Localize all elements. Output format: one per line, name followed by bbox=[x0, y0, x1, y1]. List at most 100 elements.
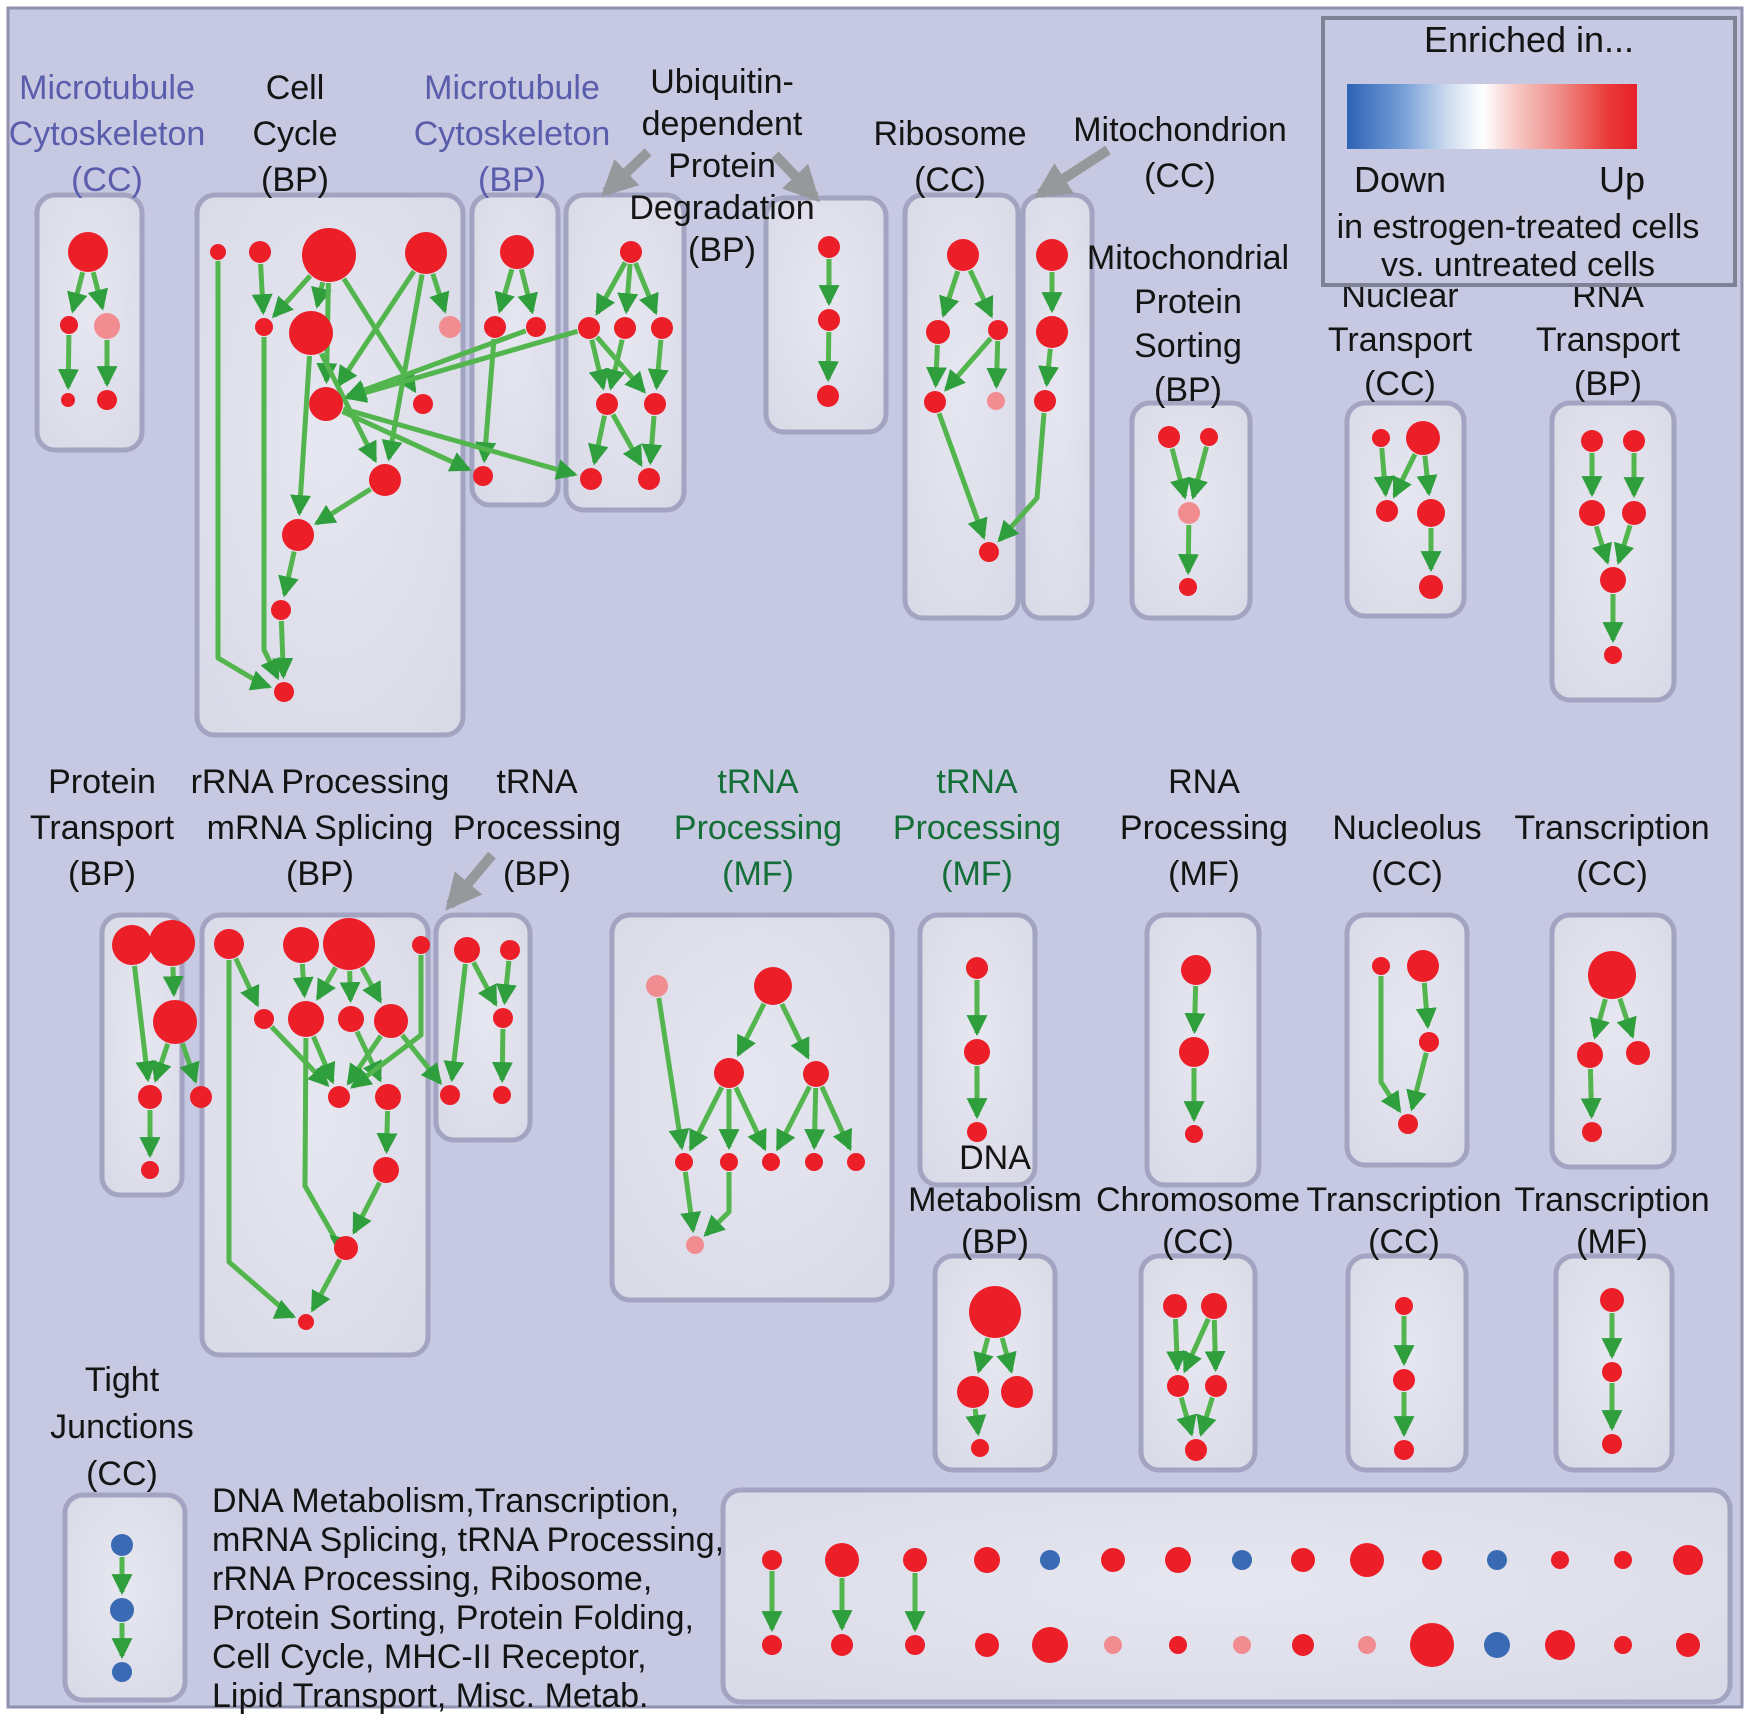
edge-trnamf1-5 bbox=[775, 1085, 812, 1152]
edge-nucl-1 bbox=[1406, 1052, 1429, 1112]
node-misc-t3 bbox=[903, 1548, 927, 1572]
node-misc-b4 bbox=[975, 1633, 999, 1657]
node-chrom-tL bbox=[1163, 1294, 1187, 1318]
cluster-label-line: Junctions bbox=[50, 1408, 194, 1446]
edges bbox=[57, 259, 1645, 1660]
node-txcc1-top bbox=[1588, 951, 1636, 999]
legend-title: Enriched in... bbox=[1424, 19, 1634, 60]
edge-ribo-3 bbox=[944, 336, 993, 392]
bottom-text-line-4: Cell Cycle, MHC-II Receptor, bbox=[212, 1638, 647, 1676]
cluster-label-dnam: DNA Metabolism (BP) bbox=[908, 1139, 1082, 1261]
edge-mtbp-1 bbox=[517, 268, 538, 315]
node-pt-lowL bbox=[138, 1085, 162, 1109]
legend-box bbox=[1321, 16, 1737, 287]
node-ub2-b bbox=[818, 309, 840, 331]
cluster-box-nt bbox=[1344, 400, 1467, 619]
node-misc-b9 bbox=[1292, 1634, 1314, 1656]
cross-edge-2 bbox=[344, 328, 527, 400]
edge-nucl-0 bbox=[1415, 982, 1437, 1030]
node-misc-t11 bbox=[1422, 1550, 1442, 1570]
node-rrna-n11 bbox=[375, 1084, 401, 1110]
cluster-label-mtbp: Microtubule Cytoskeleton (BP) bbox=[414, 69, 611, 199]
node-pt-mid bbox=[153, 1000, 197, 1044]
node-chrom-bt bbox=[1185, 1439, 1207, 1461]
edge-rt-2 bbox=[1591, 525, 1612, 565]
cluster-label-line: Cycle bbox=[252, 115, 337, 153]
node-rrna-n7 bbox=[338, 1006, 364, 1032]
edge-cc-11 bbox=[278, 551, 299, 598]
edge-rrna-9 bbox=[376, 1110, 398, 1155]
node-rnamf-b bbox=[1179, 1037, 1209, 1067]
edge-cc-1 bbox=[271, 274, 313, 319]
node-cc-D bbox=[405, 232, 447, 274]
edge-mtcc-1 bbox=[87, 271, 109, 311]
edge-cc-8 bbox=[319, 352, 378, 464]
node-rt-tR bbox=[1623, 430, 1645, 452]
node-mito-low bbox=[1034, 390, 1056, 412]
node-ub2-a bbox=[818, 236, 840, 258]
node-txcc2-c bbox=[1394, 1440, 1414, 1460]
cluster-label-line: (BP) bbox=[286, 855, 354, 893]
node-rrna-n5 bbox=[254, 1009, 274, 1029]
cluster-label-line: dependent bbox=[642, 105, 803, 143]
node-rt-bt bbox=[1604, 646, 1622, 664]
edge-mps-1 bbox=[1187, 446, 1209, 500]
cluster-label-line: Chromosome bbox=[1096, 1181, 1300, 1219]
cluster-label-line: Transcription bbox=[1306, 1181, 1501, 1219]
node-nt-bT bbox=[1406, 421, 1440, 455]
edge-trnamf1-9 bbox=[680, 1171, 702, 1234]
cluster-label-line: Cytoskeleton bbox=[414, 115, 611, 153]
edge-trnamf1-7 bbox=[819, 1085, 853, 1152]
cross-edge-4 bbox=[997, 412, 1047, 543]
edge-pt-1 bbox=[162, 966, 184, 998]
node-rrna-n2 bbox=[283, 927, 319, 963]
node-trnamf1-b3 bbox=[762, 1153, 780, 1171]
node-nucl-bt bbox=[1398, 1114, 1418, 1134]
node-pt-tR bbox=[149, 920, 195, 966]
cross-edge-6 bbox=[400, 1033, 442, 1085]
edge-mito-1 bbox=[1038, 348, 1059, 388]
node-tj-a bbox=[111, 1534, 133, 1556]
node-mps-tL bbox=[1158, 426, 1180, 448]
cluster-box-pt bbox=[99, 912, 185, 1198]
cluster-label-line: Nucleolus bbox=[1332, 809, 1481, 847]
node-misc-b10 bbox=[1358, 1636, 1376, 1654]
node-mito-mid bbox=[1036, 316, 1068, 348]
cluster-box-nucl bbox=[1344, 912, 1470, 1168]
edge-cc-14 bbox=[260, 337, 280, 681]
cluster-label-line: Transport bbox=[30, 809, 175, 847]
node-cc-K bbox=[282, 519, 314, 551]
node-mtbp-w bbox=[473, 466, 493, 486]
cluster-label-line: Microtubule bbox=[424, 69, 600, 107]
cluster-label-line: (BP) bbox=[1574, 365, 1642, 403]
cluster-label-line: (CC) bbox=[1162, 1223, 1234, 1261]
node-misc-t7 bbox=[1165, 1547, 1191, 1573]
cluster-label-line: Sorting bbox=[1134, 327, 1242, 365]
edge-chrom-4 bbox=[1196, 1396, 1217, 1437]
edge-ribo-4 bbox=[986, 340, 1008, 390]
edge-cc-7 bbox=[381, 274, 425, 462]
node-misc-t6 bbox=[1101, 1548, 1125, 1572]
bottom-text-line-5: Lipid Transport, Misc. Metab. bbox=[212, 1677, 649, 1715]
node-cc-E bbox=[255, 318, 273, 336]
node-ribo-bt bbox=[979, 542, 999, 562]
edge-cc-9 bbox=[290, 355, 312, 517]
node-cc-L bbox=[271, 600, 291, 620]
edge-mtcc-0 bbox=[67, 271, 88, 314]
node-misc-b5 bbox=[1032, 1627, 1068, 1663]
node-mps-pk bbox=[1178, 502, 1200, 524]
cluster-label-line: tRNA bbox=[936, 763, 1018, 801]
cluster-label-ribo: Ribosome (CC) bbox=[873, 115, 1026, 199]
node-trnamf2-a bbox=[966, 957, 988, 979]
node-nucl-sT bbox=[1372, 957, 1390, 975]
cluster-label-line: (CC) bbox=[1144, 157, 1216, 195]
node-trnabp-lowL bbox=[440, 1085, 460, 1105]
cross-edge-5 bbox=[179, 1042, 200, 1084]
node-mps-tR bbox=[1200, 428, 1218, 446]
node-rrna-n9 bbox=[190, 1086, 212, 1108]
edge-mtcc-2 bbox=[57, 334, 79, 391]
cluster-label-mps: Mitochondrial Protein Sorting (BP) bbox=[1087, 239, 1289, 409]
node-cc-F bbox=[289, 311, 333, 355]
cluster-label-line: (CC) bbox=[1576, 855, 1648, 893]
edge-ub1-5 bbox=[647, 339, 669, 391]
